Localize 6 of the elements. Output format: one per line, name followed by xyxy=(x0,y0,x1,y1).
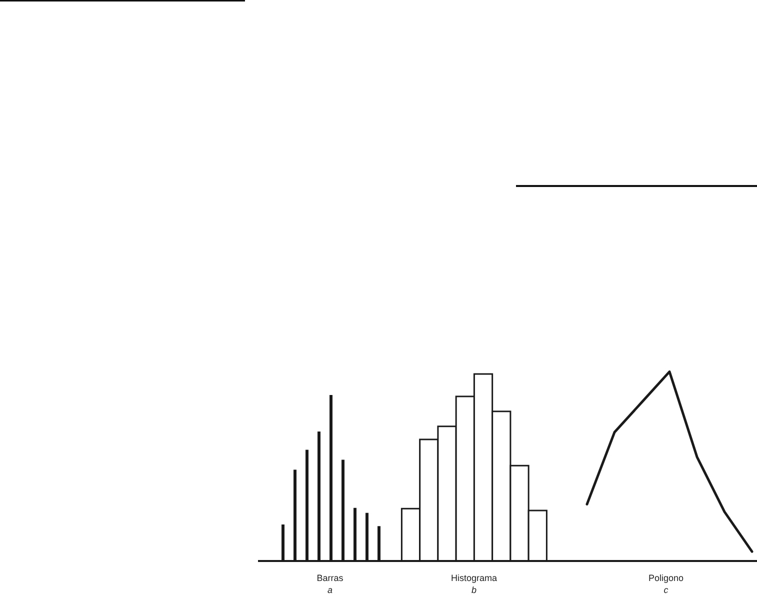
x-axis-title: Barras xyxy=(316,573,344,583)
x-axis-title: Histograma xyxy=(450,573,498,583)
text: b xyxy=(471,585,477,595)
text: a xyxy=(327,585,333,595)
text: c xyxy=(664,585,669,595)
x-axis-title: Poligono xyxy=(648,573,684,583)
